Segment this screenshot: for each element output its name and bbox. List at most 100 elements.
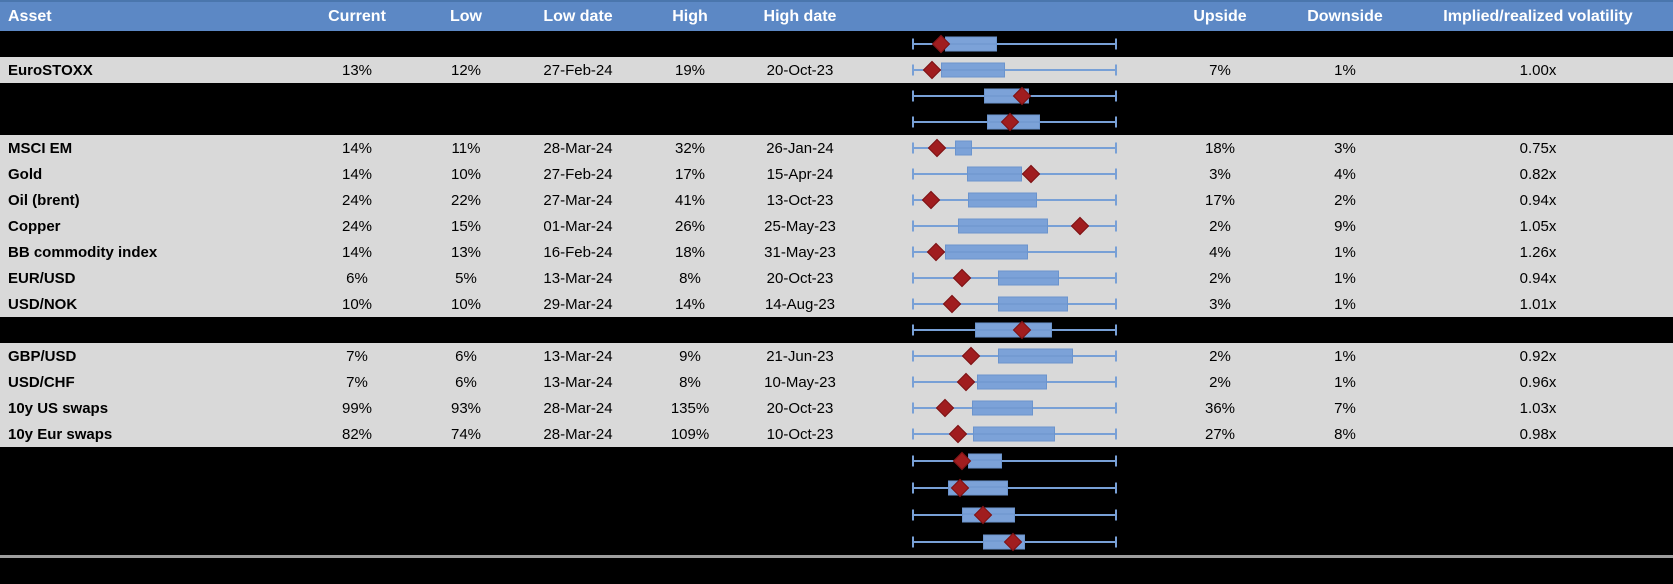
boxplot-marker-diamond (935, 398, 955, 418)
cell-low_date: 13-Mar-24 (543, 373, 613, 391)
boxplot-box (976, 374, 1047, 390)
cell-asset: Gold (8, 165, 43, 183)
boxplot-box (998, 296, 1069, 312)
cell-high_date: 26-Jan-24 (766, 139, 834, 157)
table-row-spacer (0, 501, 1673, 528)
cell-implied: 0.75x (1519, 139, 1557, 157)
boxplot-box (968, 192, 1038, 208)
cell-high: 32% (674, 139, 706, 157)
cell-high: 135% (670, 399, 710, 417)
boxplot-median-line (956, 147, 972, 148)
cell-low: 13% (450, 243, 482, 261)
boxplot-cap-right (1115, 246, 1117, 258)
boxplot-cap-right (1115, 272, 1117, 284)
cell-high_date: 10-Oct-23 (766, 425, 834, 443)
boxplot-box (973, 426, 1056, 442)
boxplot-cap-right (1115, 402, 1117, 414)
boxplot (912, 501, 1117, 528)
cell-low_date: 13-Mar-24 (543, 269, 613, 287)
boxplot-cap-left (912, 324, 914, 336)
boxplot-cap-right (1115, 536, 1117, 547)
cell-upside: 3% (1209, 165, 1231, 183)
boxplot-cap-left (912, 536, 914, 547)
header-implied-realized-volatility: Implied/realized volatility (1443, 7, 1633, 25)
boxplot-cap-left (912, 455, 914, 466)
cell-implied: 0.98x (1519, 425, 1557, 443)
cell-high: 17% (674, 165, 706, 183)
table-row-spacer (0, 447, 1673, 474)
boxplot (912, 447, 1117, 474)
cell-low_date: 16-Feb-24 (543, 243, 613, 261)
cell-low_date: 28-Mar-24 (543, 399, 613, 417)
boxplot-cap-left (912, 272, 914, 284)
cell-asset: Copper (8, 217, 61, 235)
boxplot (912, 474, 1117, 501)
cell-downside: 8% (1334, 425, 1356, 443)
boxplot (912, 317, 1117, 343)
cell-asset: 10y Eur swaps (8, 425, 113, 443)
cell-upside: 2% (1209, 373, 1231, 391)
cell-high: 26% (674, 217, 706, 235)
boxplot-cap-left (912, 402, 914, 414)
boxplot-cap-right (1115, 376, 1117, 388)
cell-high_date: 20-Oct-23 (766, 399, 834, 417)
boxplot (912, 265, 1117, 291)
bottom-filler (0, 558, 1673, 584)
cell-low: 10% (450, 165, 482, 183)
cell-high_date: 13-Oct-23 (766, 191, 834, 209)
cell-asset: USD/CHF (8, 373, 75, 391)
cell-low: 74% (450, 425, 482, 443)
header-asset: Asset (8, 7, 52, 25)
boxplot-box (945, 36, 998, 52)
table-row-oil-brent: Oil (brent) 24% 22% 27-Mar-24 41% 13-Oct-23 17… (0, 187, 1673, 213)
boxplot (912, 187, 1117, 213)
boxplot-marker-diamond (961, 346, 981, 366)
boxplot (912, 421, 1117, 447)
boxplot (912, 395, 1117, 421)
cell-high_date: 21-Jun-23 (766, 347, 834, 365)
cell-high: 14% (674, 295, 706, 313)
boxplot-cap-right (1115, 482, 1117, 493)
boxplot-cap-right (1115, 38, 1117, 50)
boxplot-marker-diamond (921, 190, 941, 210)
boxplot-cap-left (912, 428, 914, 440)
cell-upside: 4% (1209, 243, 1231, 261)
boxplot-box (955, 140, 973, 156)
boxplot-median-line (946, 43, 997, 44)
cell-low: 11% (451, 139, 481, 157)
boxplot-box (958, 218, 1048, 234)
cell-current: 14% (341, 165, 373, 183)
cell-low_date: 27-Feb-24 (543, 165, 613, 183)
boxplot-cap-right (1115, 64, 1117, 76)
table-row-msci-em: MSCI EM 14% 11% 28-Mar-24 32% 26-Jan-24 18% 3% 0… (0, 135, 1673, 161)
boxplot-box (966, 166, 1022, 182)
boxplot (912, 213, 1117, 239)
boxplot-marker-diamond (948, 424, 968, 444)
header-low: Low (450, 7, 482, 25)
table-row-eurostoxx: EuroSTOXX 13% 12% 27-Feb-24 19% 20-Oct-23 7% 1%… (0, 57, 1673, 83)
cell-downside: 2% (1334, 191, 1356, 209)
cell-downside: 1% (1334, 61, 1356, 79)
cell-upside: 2% (1209, 269, 1231, 287)
boxplot-marker-diamond (956, 372, 976, 392)
boxplot-median-line (999, 303, 1068, 304)
bottom-divider-line (0, 555, 1673, 558)
table-row-bb-commodity-index: BB commodity index 14% 13% 16-Feb-24 18% 31-M… (0, 239, 1673, 265)
cell-upside: 17% (1204, 191, 1236, 209)
cell-downside: 1% (1334, 295, 1356, 313)
cell-low: 22% (450, 191, 482, 209)
cell-current: 24% (341, 217, 373, 235)
cell-upside: 2% (1209, 217, 1231, 235)
cell-current: 14% (341, 243, 373, 261)
boxplot-cap-left (912, 64, 914, 76)
boxplot-cap-left (912, 90, 914, 102)
cell-implied: 0.94x (1519, 191, 1557, 209)
cell-asset: USD/NOK (8, 295, 78, 313)
table-header-row: Asset Current Low Low date High High dat… (0, 0, 1673, 31)
cell-high: 18% (674, 243, 706, 261)
cell-downside: 1% (1334, 243, 1356, 261)
table-row-spacer (0, 528, 1673, 555)
cell-downside: 1% (1334, 347, 1356, 365)
cell-upside: 7% (1209, 61, 1231, 79)
cell-high: 41% (674, 191, 706, 209)
